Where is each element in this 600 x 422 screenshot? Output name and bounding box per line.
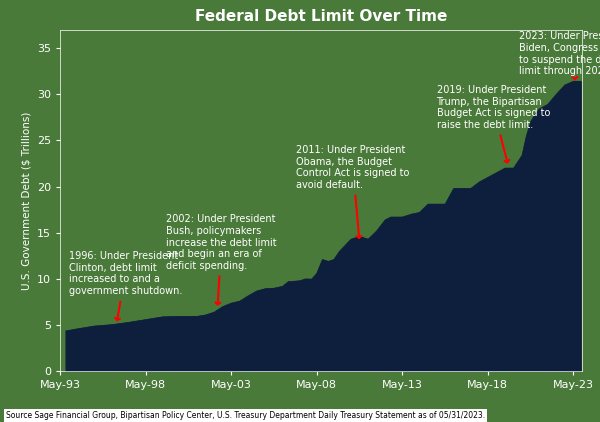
Text: 2023: Under President
Biden, Congress votes
to suspend the debt
limit through 20: 2023: Under President Biden, Congress vo… — [518, 31, 600, 79]
Title: Federal Debt Limit Over Time: Federal Debt Limit Over Time — [195, 9, 447, 24]
Text: 1996: Under President
Clinton, debt limit
increased to and a
government shutdown: 1996: Under President Clinton, debt limi… — [68, 251, 182, 320]
Text: 2002: Under President
Bush, policymakers
increase the debt limit
and begin an er: 2002: Under President Bush, policymakers… — [166, 214, 277, 304]
Text: Source Sage Financial Group, Bipartisan Policy Center, U.S. Treasury Department : Source Sage Financial Group, Bipartisan … — [6, 411, 485, 420]
Text: 2019: Under President
Trump, the Bipartisan
Budget Act is signed to
raise the de: 2019: Under President Trump, the Biparti… — [437, 85, 550, 162]
Text: 2011: Under President
Obama, the Budget
Control Act is signed to
avoid default.: 2011: Under President Obama, the Budget … — [296, 145, 410, 238]
Y-axis label: U.S. Government Debt ($ Trillions): U.S. Government Debt ($ Trillions) — [21, 111, 31, 289]
